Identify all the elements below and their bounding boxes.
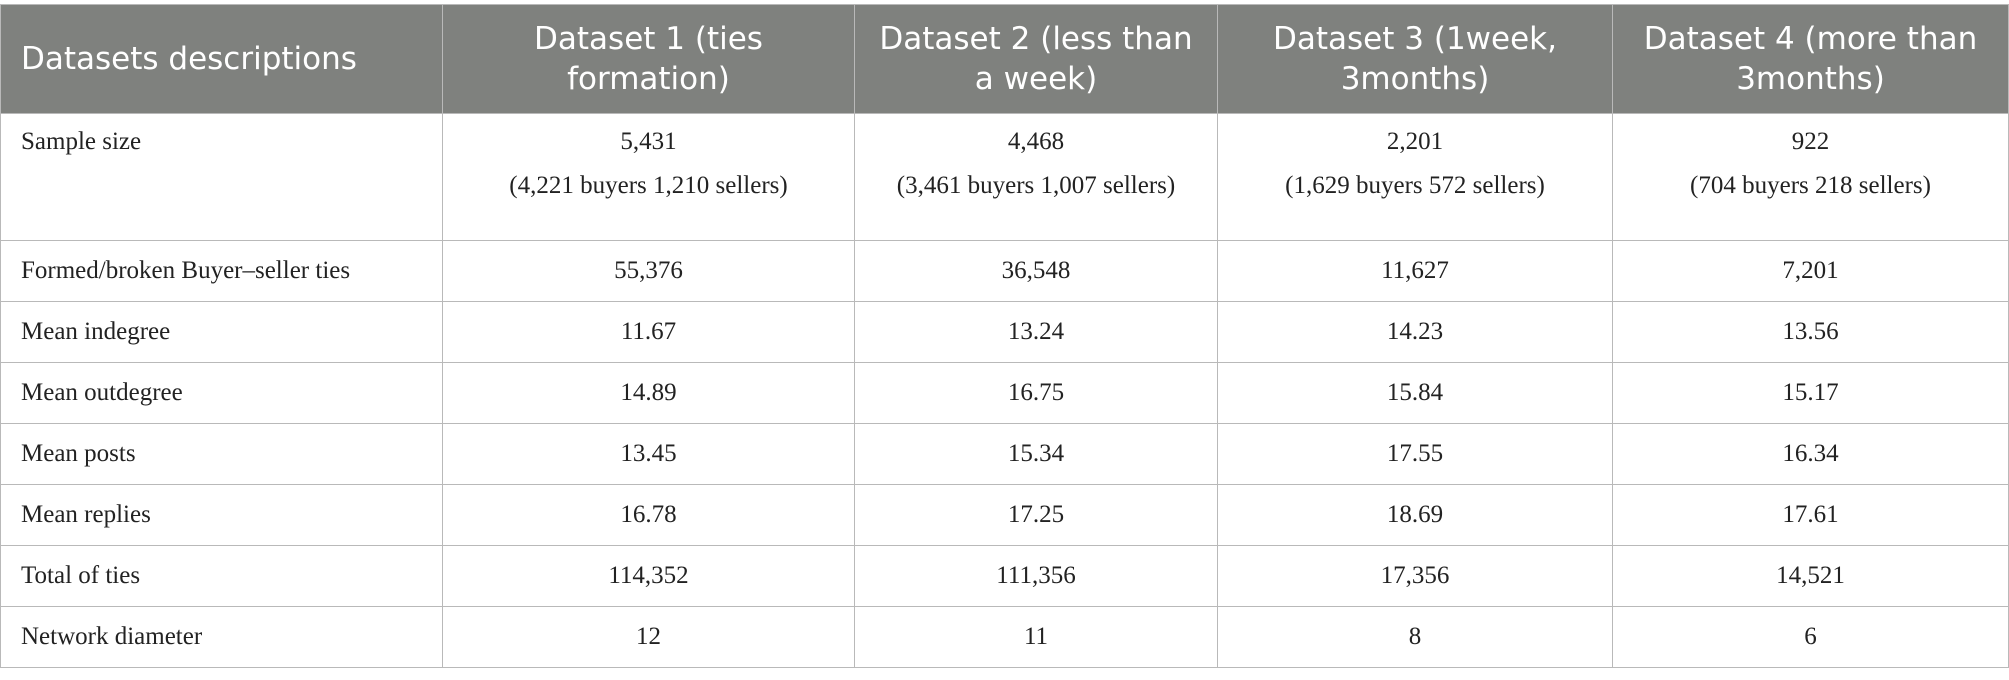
table-cell: 7,201 <box>1612 240 2009 302</box>
table-cell: 11,627 <box>1217 240 1613 302</box>
table-cell: 12 <box>442 606 855 668</box>
table-cell: 18.69 <box>1217 484 1613 546</box>
table-cell: 6 <box>1612 606 2009 668</box>
table-cell: 14.89 <box>442 362 855 424</box>
row-label: Mean indegree <box>0 301 443 363</box>
table-cell: 16.78 <box>442 484 855 546</box>
table-row: Network diameter 12 11 8 6 <box>0 606 2009 668</box>
table-cell: 2,201 (1,629 buyers 572 sellers) <box>1217 113 1613 241</box>
row-label: Mean replies <box>0 484 443 546</box>
table-row: Sample size 5,431 (4,221 buyers 1,210 sell… <box>0 113 2009 241</box>
header-cell: Dataset 1 (ties formation) <box>442 4 855 114</box>
table-cell: 5,431 (4,221 buyers 1,210 sellers) <box>442 113 855 241</box>
row-label: Sample size <box>0 113 443 241</box>
cell-line: (704 buyers 218 sellers) <box>1690 172 1931 199</box>
table-cell: 13.56 <box>1612 301 2009 363</box>
table-row: Formed/broken Buyer–seller ties 55,376 36,… <box>0 240 2009 302</box>
table-row: Mean replies 16.78 17.25 18.69 17.61 <box>0 484 2009 546</box>
table-cell: 15.84 <box>1217 362 1613 424</box>
cell-line: 4,468 <box>1007 128 1065 155</box>
table-row: Mean outdegree 14.89 16.75 15.84 15.17 <box>0 362 2009 424</box>
table-cell: 17.25 <box>854 484 1218 546</box>
table-cell: 111,356 <box>854 545 1218 607</box>
table-row: Mean indegree 11.67 13.24 14.23 13.56 <box>0 301 2009 363</box>
row-label: Total of ties <box>0 545 443 607</box>
row-label: Mean posts <box>0 423 443 485</box>
header-cell: Dataset 4 (more than 3months) <box>1612 4 2009 114</box>
cell-line: 922 <box>1791 128 1830 155</box>
table-cell: 15.34 <box>854 423 1218 485</box>
table-cell: 17,356 <box>1217 545 1613 607</box>
cell-line: 5,431 <box>620 128 677 155</box>
table-cell: 8 <box>1217 606 1613 668</box>
cell-line: (3,461 buyers 1,007 sellers) <box>896 172 1176 199</box>
cell-line: (4,221 buyers 1,210 sellers) <box>509 172 788 199</box>
table-cell: 922 (704 buyers 218 sellers) <box>1612 113 2009 241</box>
table-cell: 4,468 (3,461 buyers 1,007 sellers) <box>854 113 1218 241</box>
table-cell: 114,352 <box>442 545 855 607</box>
header-cell: Dataset 3 (1week, 3months) <box>1217 4 1613 114</box>
table-body: Sample size 5,431 (4,221 buyers 1,210 sell… <box>0 113 2009 668</box>
page: Datasets descriptions Dataset 1 (ties for… <box>0 4 2009 680</box>
table-cell: 11 <box>854 606 1218 668</box>
row-label: Mean outdegree <box>0 362 443 424</box>
table-cell: 13.24 <box>854 301 1218 363</box>
table-cell: 14.23 <box>1217 301 1613 363</box>
table-cell: 16.75 <box>854 362 1218 424</box>
table-cell: 17.55 <box>1217 423 1613 485</box>
header-row: Datasets descriptions Dataset 1 (ties for… <box>0 4 2009 114</box>
table-cell: 16.34 <box>1612 423 2009 485</box>
cell-line: 2,201 <box>1386 128 1444 155</box>
header-cell: Dataset 2 (less than a week) <box>854 4 1218 114</box>
row-label: Network diameter <box>0 606 443 668</box>
table-cell: 13.45 <box>442 423 855 485</box>
table-row: Mean posts 13.45 15.34 17.55 16.34 <box>0 423 2009 485</box>
table-cell: 55,376 <box>442 240 855 302</box>
table-cell: 11.67 <box>442 301 855 363</box>
table-cell: 15.17 <box>1612 362 2009 424</box>
table-cell: 36,548 <box>854 240 1218 302</box>
header-cell: Datasets descriptions <box>0 4 443 114</box>
data-table: Datasets descriptions Dataset 1 (ties for… <box>0 4 2009 668</box>
table-cell: 14,521 <box>1612 545 2009 607</box>
row-label: Formed/broken Buyer–seller ties <box>0 240 443 302</box>
cell-line: (1,629 buyers 572 sellers) <box>1285 172 1545 199</box>
table-cell: 17.61 <box>1612 484 2009 546</box>
table-row: Total of ties 114,352 111,356 17,356 14,521 <box>0 545 2009 607</box>
